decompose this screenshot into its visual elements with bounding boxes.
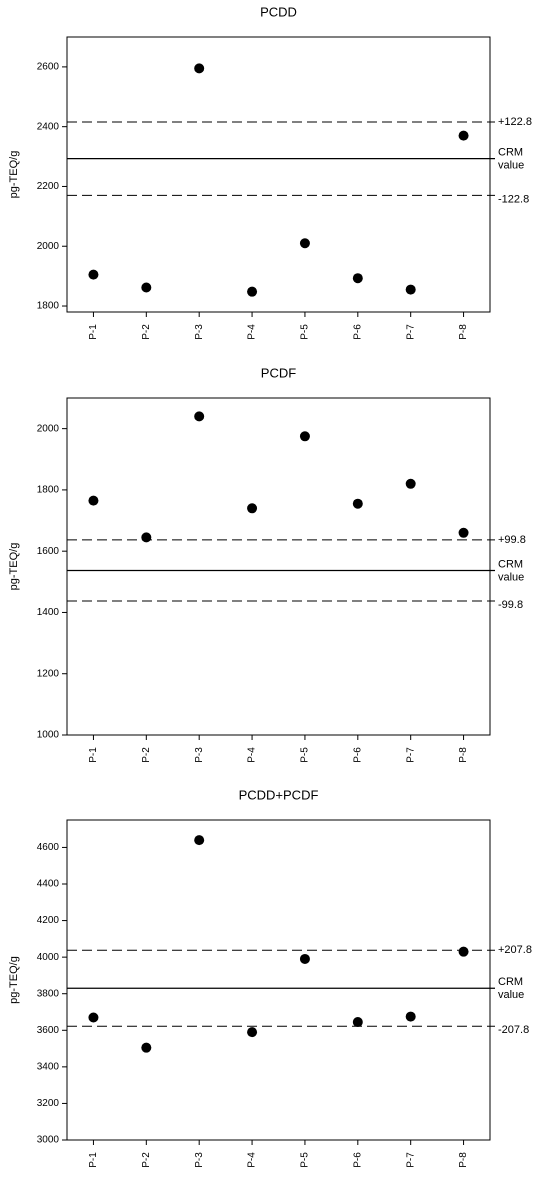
x-tick-label: P-5 <box>300 1152 311 1168</box>
crm-label: CRM <box>498 147 523 159</box>
x-tick-label: P-6 <box>352 324 363 340</box>
limit-label: -207.8 <box>498 1024 529 1036</box>
chart-title: PCDF <box>261 365 296 380</box>
y-tick-label: 2200 <box>37 181 60 192</box>
crm-label: value <box>498 571 524 583</box>
point <box>352 273 363 284</box>
x-tick-label: P-1 <box>88 747 99 763</box>
x-tick-label: P-6 <box>352 747 363 763</box>
y-tick-label: 1400 <box>37 607 60 618</box>
x-tick-label: P-1 <box>88 324 99 340</box>
x-tick-label: P-2 <box>141 1152 152 1168</box>
limit-label: +122.8 <box>498 116 532 128</box>
y-tick-label: 3400 <box>37 1061 60 1072</box>
point <box>247 1027 258 1038</box>
y-tick-label: 2000 <box>37 423 60 434</box>
point <box>405 478 416 489</box>
point <box>405 284 416 295</box>
y-tick-label: 1800 <box>37 485 60 496</box>
x-tick-label: P-7 <box>405 324 416 340</box>
y-axis-label: pg-TEQ/g <box>8 543 20 591</box>
chart-title: PCDD+PCDF <box>239 787 319 802</box>
y-tick-label: 2000 <box>37 241 60 252</box>
x-tick-label: P-8 <box>458 324 469 340</box>
x-tick-label: P-5 <box>300 747 311 763</box>
x-tick-label: P-7 <box>405 747 416 763</box>
point <box>352 498 363 509</box>
y-tick-label: 4200 <box>37 915 60 926</box>
limit-label: -122.8 <box>498 193 529 205</box>
plot-frame <box>66 397 491 736</box>
point <box>299 238 310 249</box>
point <box>141 532 152 543</box>
point <box>299 431 310 442</box>
y-tick-label: 4000 <box>37 952 60 963</box>
point <box>141 1042 152 1053</box>
point <box>247 503 258 514</box>
x-tick-label: P-8 <box>458 1152 469 1168</box>
x-tick-label: P-4 <box>247 747 258 763</box>
y-tick-label: 2400 <box>37 121 60 132</box>
point <box>141 282 152 293</box>
y-axis-label: pg-TEQ/g <box>8 956 20 1004</box>
point <box>299 953 310 964</box>
x-tick-label: P-3 <box>194 324 205 340</box>
x-tick-label: P-2 <box>141 747 152 763</box>
point <box>458 130 469 141</box>
y-tick-label: 1200 <box>37 668 60 679</box>
y-tick-label: 4600 <box>37 842 60 853</box>
plot-frame <box>66 36 491 313</box>
crm-label: CRM <box>498 558 523 570</box>
y-tick-label: 1000 <box>37 730 60 741</box>
point <box>88 1012 99 1023</box>
x-tick-label: P-5 <box>300 324 311 340</box>
y-tick-label: 3800 <box>37 988 60 999</box>
x-tick-label: P-2 <box>141 324 152 340</box>
x-tick-label: P-3 <box>194 1152 205 1168</box>
y-tick-label: 3200 <box>37 1098 60 1109</box>
point <box>405 1011 416 1022</box>
point <box>88 269 99 280</box>
x-tick-label: P-8 <box>458 747 469 763</box>
crm-label: CRM <box>498 976 523 988</box>
y-axis-label: pg-TEQ/g <box>8 151 20 199</box>
y-tick-label: 2600 <box>37 62 60 73</box>
chart-title: PCDD <box>260 4 297 19</box>
y-tick-label: 1800 <box>37 301 60 312</box>
crm-label: value <box>498 160 524 172</box>
limit-label: -99.8 <box>498 599 523 611</box>
x-tick-label: P-4 <box>247 1152 258 1168</box>
point <box>458 946 469 957</box>
point <box>458 527 469 538</box>
y-tick-label: 3000 <box>37 1135 60 1146</box>
point <box>88 495 99 506</box>
x-tick-label: P-6 <box>352 1152 363 1168</box>
y-tick-label: 4400 <box>37 879 60 890</box>
point <box>194 411 205 422</box>
point <box>247 286 258 297</box>
crm-label: value <box>498 989 524 1001</box>
x-tick-label: P-4 <box>247 324 258 340</box>
point <box>194 63 205 74</box>
x-tick-label: P-3 <box>194 747 205 763</box>
plot-frame <box>66 819 491 1141</box>
limit-label: +99.8 <box>498 534 526 546</box>
point <box>194 835 205 846</box>
x-tick-label: P-1 <box>88 1152 99 1168</box>
limit-label: +207.8 <box>498 944 532 956</box>
point <box>352 1017 363 1028</box>
x-tick-label: P-7 <box>405 1152 416 1168</box>
y-tick-label: 1600 <box>37 546 60 557</box>
y-tick-label: 3600 <box>37 1025 60 1036</box>
